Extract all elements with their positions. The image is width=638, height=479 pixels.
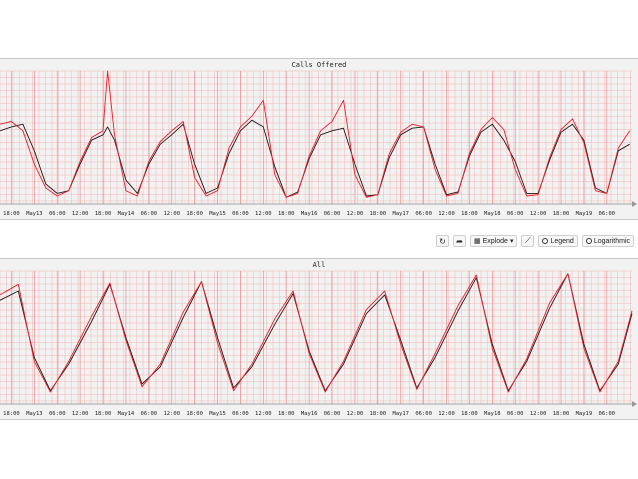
- refresh-button[interactable]: ↻: [436, 235, 450, 247]
- explode-button[interactable]: ▦ Explode ▾: [470, 235, 518, 247]
- series-line-0: [0, 273, 633, 392]
- x-tick-label: 18:00: [3, 411, 20, 417]
- calls-offered-chart: 18:00 May13 06:00 12:00 18:00 May14 06:00 12:00…: [0, 70, 637, 217]
- x-tick-label: May13: [26, 411, 43, 417]
- x-tick-label: May17: [392, 211, 409, 217]
- axis-arrow-icon: [632, 201, 637, 207]
- x-tick-label: 06:00: [141, 211, 158, 217]
- x-tick-label: 06:00: [324, 411, 341, 417]
- caret-down-icon: ▾: [509, 237, 514, 245]
- series-line-1: [0, 273, 633, 393]
- x-tick-label: May15: [209, 411, 226, 417]
- share-button[interactable]: ➦: [453, 235, 467, 247]
- x-tick-label: May19: [576, 411, 593, 417]
- x-tick-label: May15: [209, 211, 226, 217]
- chart-toolbar: ↻ ➦ ▦ Explode ▾ ⟋ Legend Logarithmic: [436, 233, 634, 249]
- x-tick-label: 12:00: [530, 411, 547, 417]
- x-tick-label: 18:00: [278, 211, 295, 217]
- x-tick-label: 06:00: [415, 411, 432, 417]
- x-tick-label: 06:00: [49, 211, 66, 217]
- logarithmic-radio-icon: [585, 238, 592, 244]
- x-tick-label: 06:00: [507, 211, 524, 217]
- legend-label: Legend: [550, 237, 574, 245]
- x-tick-label: 18:00: [461, 211, 478, 217]
- x-tick-label: 06:00: [599, 211, 616, 217]
- x-tick-label: 18:00: [95, 211, 112, 217]
- all-chart: 18:00 May13 06:00 12:00 18:00 May14 06:00 12:00…: [0, 270, 637, 417]
- chart-title: All: [312, 261, 326, 269]
- x-tick-label: 12:00: [438, 211, 455, 217]
- refresh-icon: ↻: [439, 236, 446, 246]
- x-tick-label: 18:00: [3, 211, 20, 217]
- x-tick-label: 12:00: [72, 411, 89, 417]
- chart-title: Calls Offered: [291, 61, 347, 69]
- x-tick-label: 18:00: [370, 411, 387, 417]
- x-tick-label: 18:00: [461, 411, 478, 417]
- gridlines: [0, 70, 632, 204]
- x-tick-label: 18:00: [553, 411, 570, 417]
- x-tick-label: 12:00: [438, 411, 455, 417]
- x-tick-label: 12:00: [530, 211, 547, 217]
- x-tick-label: 06:00: [324, 211, 341, 217]
- x-tick-label: 18:00: [370, 211, 387, 217]
- x-tick-label: May19: [576, 211, 593, 217]
- line-chart-button[interactable]: ⟋: [521, 235, 535, 247]
- x-tick-label: 06:00: [232, 411, 249, 417]
- x-tick-label: 12:00: [347, 211, 364, 217]
- series-line-0: [0, 119, 630, 198]
- share-icon: ➦: [456, 236, 463, 246]
- x-tick-label: 12:00: [255, 211, 272, 217]
- x-tick-label: 12:00: [72, 211, 89, 217]
- all-panel: 18:00 May13 06:00 12:00 18:00 May14 06:00 12:00…: [0, 258, 638, 420]
- x-tick-label: 12:00: [347, 411, 364, 417]
- x-tick-label: May14: [118, 211, 135, 217]
- gridlines: [0, 270, 632, 404]
- x-tick-label: 12:00: [163, 411, 180, 417]
- calls-offered-panel: 18:00 May13 06:00 12:00 18:00 May14 06:00 12:00…: [0, 58, 638, 220]
- x-tick-label: 18:00: [553, 211, 570, 217]
- logarithmic-toggle[interactable]: Logarithmic: [581, 235, 634, 247]
- x-tick-label: May17: [392, 411, 409, 417]
- x-tick-label: 18:00: [278, 411, 295, 417]
- legend-radio-icon: [542, 238, 549, 244]
- x-tick-label: 12:00: [255, 411, 272, 417]
- x-tick-label: 18:00: [186, 211, 203, 217]
- line-chart-icon: ⟋: [525, 236, 531, 245]
- x-tick-label: 18:00: [95, 411, 112, 417]
- logarithmic-label: Logarithmic: [593, 237, 630, 245]
- x-tick-label: 12:00: [163, 211, 180, 217]
- series-line-1: [0, 70, 631, 198]
- axis-arrow-icon: [632, 401, 637, 407]
- x-tick-label: May13: [26, 211, 43, 217]
- x-tick-label: 06:00: [49, 411, 66, 417]
- x-tick-label: 06:00: [232, 211, 249, 217]
- x-tick-label: May18: [484, 211, 501, 217]
- x-tick-label: 06:00: [599, 411, 616, 417]
- grid-icon: ▦: [474, 237, 481, 245]
- legend-toggle[interactable]: Legend: [538, 235, 578, 247]
- explode-label: Explode: [482, 237, 508, 245]
- x-tick-label: 06:00: [141, 411, 158, 417]
- x-tick-label: 06:00: [415, 211, 432, 217]
- x-tick-label: May18: [484, 411, 501, 417]
- x-tick-label: 06:00: [507, 411, 524, 417]
- x-tick-label: 18:00: [186, 411, 203, 417]
- x-tick-label: May16: [301, 411, 318, 417]
- x-tick-label: May16: [301, 211, 318, 217]
- x-tick-label: May14: [118, 411, 135, 417]
